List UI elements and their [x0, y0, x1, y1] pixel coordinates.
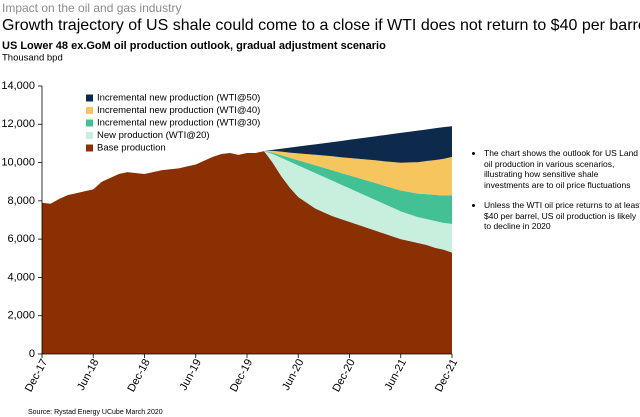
legend-swatch — [86, 107, 93, 114]
area — [264, 150, 452, 196]
legend-swatch — [86, 132, 93, 139]
y-tick-label: 0 — [29, 348, 35, 360]
x-tick-label: Dec-20 — [330, 357, 357, 394]
note: The chart shows the outlook for US Land … — [484, 148, 640, 190]
legend-label: New production (WTI@20) — [97, 130, 210, 141]
area — [42, 151, 452, 354]
x-tick-label: Jun-18 — [75, 357, 101, 392]
legend-swatch — [86, 144, 93, 152]
notes: The chart shows the outlook for US Land … — [472, 148, 640, 242]
area — [264, 151, 452, 224]
y-tick-label: 10,000 — [1, 156, 35, 168]
legend-label: Incremental new production (WTI@30) — [97, 118, 260, 129]
y-tick-label: 14,000 — [1, 80, 35, 92]
legend-swatch — [86, 119, 93, 127]
y-tick-label: 2,000 — [7, 310, 35, 322]
chart-subtitle: US Lower 48 ex.GoM oil production outloo… — [2, 40, 386, 52]
chart-title: Growth trajectory of US shale could come… — [2, 17, 640, 34]
x-tick-label: Jun-21 — [383, 357, 409, 392]
y-tick-label: 4,000 — [7, 271, 35, 283]
legend-swatch — [86, 94, 93, 102]
x-tick-label: Jun-19 — [178, 357, 204, 392]
area — [264, 151, 452, 253]
x-tick-label: Jun-20 — [280, 357, 306, 392]
x-tick-label: Dec-17 — [23, 357, 50, 394]
y-tick-label: 12,000 — [1, 118, 35, 130]
note: Unless the WTI oil price returns to at l… — [484, 200, 640, 232]
y-axis-title: Thousand bpd — [2, 53, 63, 64]
source: Source: Rystad Energy UCube March 2020 — [28, 409, 163, 416]
x-tick-label: Dec-18 — [125, 357, 152, 394]
legend-label: Incremental new production (WTI@40) — [97, 105, 260, 116]
x-tick-label: Dec-21 — [433, 357, 460, 394]
x-tick-label: Dec-19 — [228, 357, 255, 394]
section-label: Impact on the oil and gas industry — [2, 1, 181, 15]
legend-label: Incremental new production (WTI@50) — [97, 93, 260, 104]
y-tick-label: 6,000 — [7, 233, 35, 245]
y-tick-label: 8,000 — [7, 195, 35, 207]
legend-label: Base production — [97, 143, 166, 154]
area — [264, 126, 452, 163]
